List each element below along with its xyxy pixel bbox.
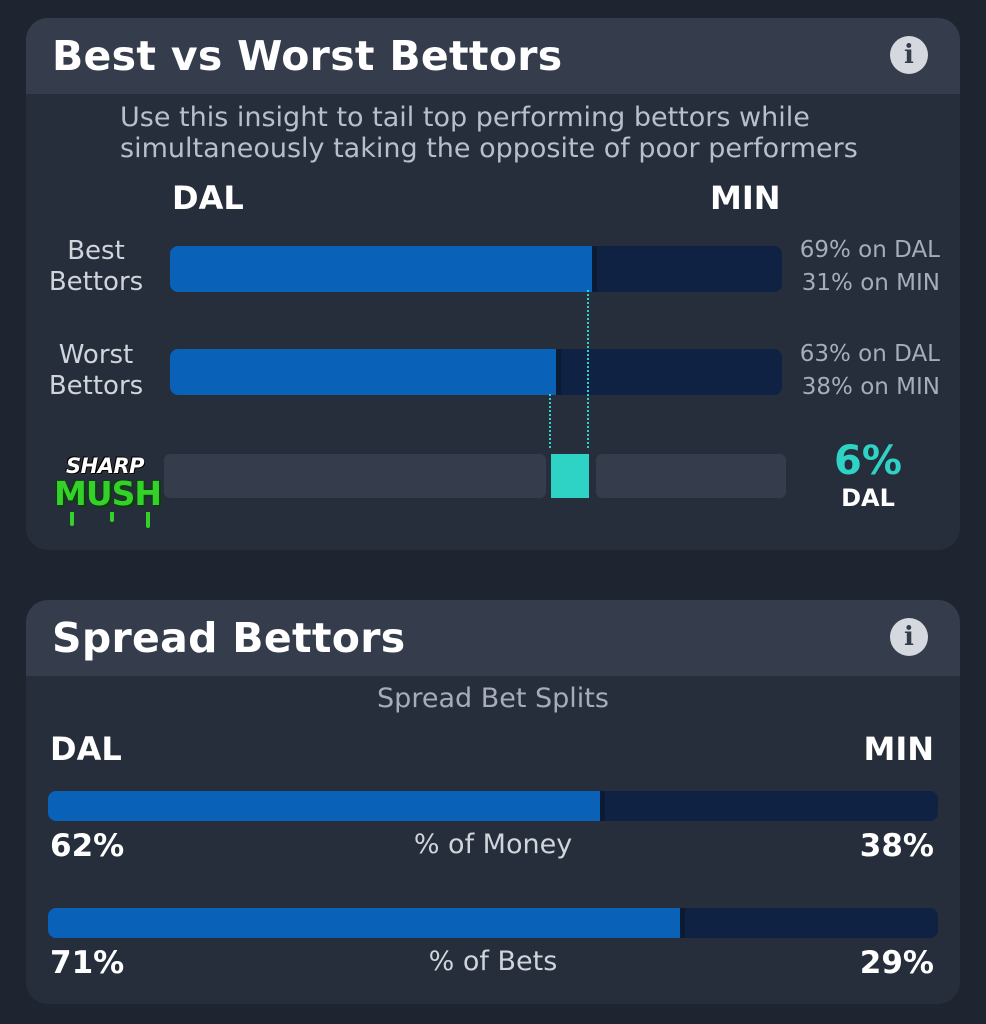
worst-bettors-split: 63% on DAL 38% on MIN: [740, 338, 940, 404]
logo-drip: [70, 512, 74, 526]
best-bettors-dal-fill: [170, 246, 598, 292]
info-icon[interactable]: i: [890, 36, 928, 74]
sharp-mush-track-right: [596, 454, 786, 498]
spread-bettors-card: Spread Bettors i Spread Bet Splits DAL M…: [26, 600, 960, 1004]
worst-bettors-bar: [170, 349, 782, 395]
money-dal-pct: 62%: [50, 828, 125, 864]
card-header: Spread Bettors i: [26, 600, 960, 676]
spread-subtitle: Spread Bet Splits: [377, 683, 609, 714]
team-left-label: DAL: [50, 730, 122, 768]
bets-dal-pct: 71%: [50, 945, 125, 981]
sharp-mush-track-left: [164, 454, 546, 498]
logo-drip: [146, 512, 150, 528]
worst-bettors-guide-line: [549, 394, 551, 448]
row-label-line: Best: [67, 236, 125, 266]
worst-bettors-dal-fill: [170, 349, 561, 395]
card-title: Spread Bettors: [52, 614, 406, 662]
money-label: % of Money: [413, 829, 573, 860]
best-bettors-bar: [170, 246, 782, 292]
min-split-text: 31% on MIN: [801, 270, 940, 296]
bets-label: % of Bets: [428, 946, 558, 977]
min-split-text: 38% on MIN: [801, 374, 940, 400]
logo-drip: [110, 512, 114, 522]
best-bettors-split: 69% on DAL 31% on MIN: [740, 234, 940, 300]
sharp-mush-value: 6%: [834, 438, 902, 484]
dal-split-text: 63% on DAL: [799, 341, 940, 367]
worst-bettors-label: Worst Bettors: [26, 340, 166, 402]
best-vs-worst-card: Best vs Worst Bettors i Use this insight…: [26, 18, 960, 550]
card-title: Best vs Worst Bettors: [52, 32, 563, 80]
row-label-line: Worst: [58, 340, 134, 370]
team-left-label: DAL: [172, 179, 244, 217]
row-label-line: Bettors: [48, 267, 144, 297]
money-dal-fill: [48, 791, 605, 821]
logo-mush-text: MUSH: [54, 474, 162, 513]
info-icon[interactable]: i: [890, 618, 928, 656]
sharp-mush-diff-marker: [551, 454, 589, 498]
best-bettors-label: Best Bettors: [26, 236, 166, 298]
sharp-mush-team: DAL: [841, 484, 895, 512]
sharp-mush-logo: SHARP MUSH: [48, 452, 178, 530]
dal-split-text: 69% on DAL: [799, 237, 940, 263]
row-label-line: Bettors: [48, 371, 144, 401]
money-min-pct: 38%: [859, 828, 934, 864]
bets-dal-fill: [48, 908, 685, 938]
team-right-label: MIN: [863, 730, 934, 768]
team-right-label: MIN: [710, 179, 781, 217]
money-split-bar: [48, 791, 938, 821]
best-bettors-guide-line: [587, 290, 589, 448]
logo-sharp-text: SHARP: [66, 454, 145, 478]
card-header: Best vs Worst Bettors i: [26, 18, 960, 94]
bets-min-pct: 29%: [859, 945, 934, 981]
bets-split-bar: [48, 908, 938, 938]
insight-description: Use this insight to tail top performing …: [120, 102, 858, 164]
